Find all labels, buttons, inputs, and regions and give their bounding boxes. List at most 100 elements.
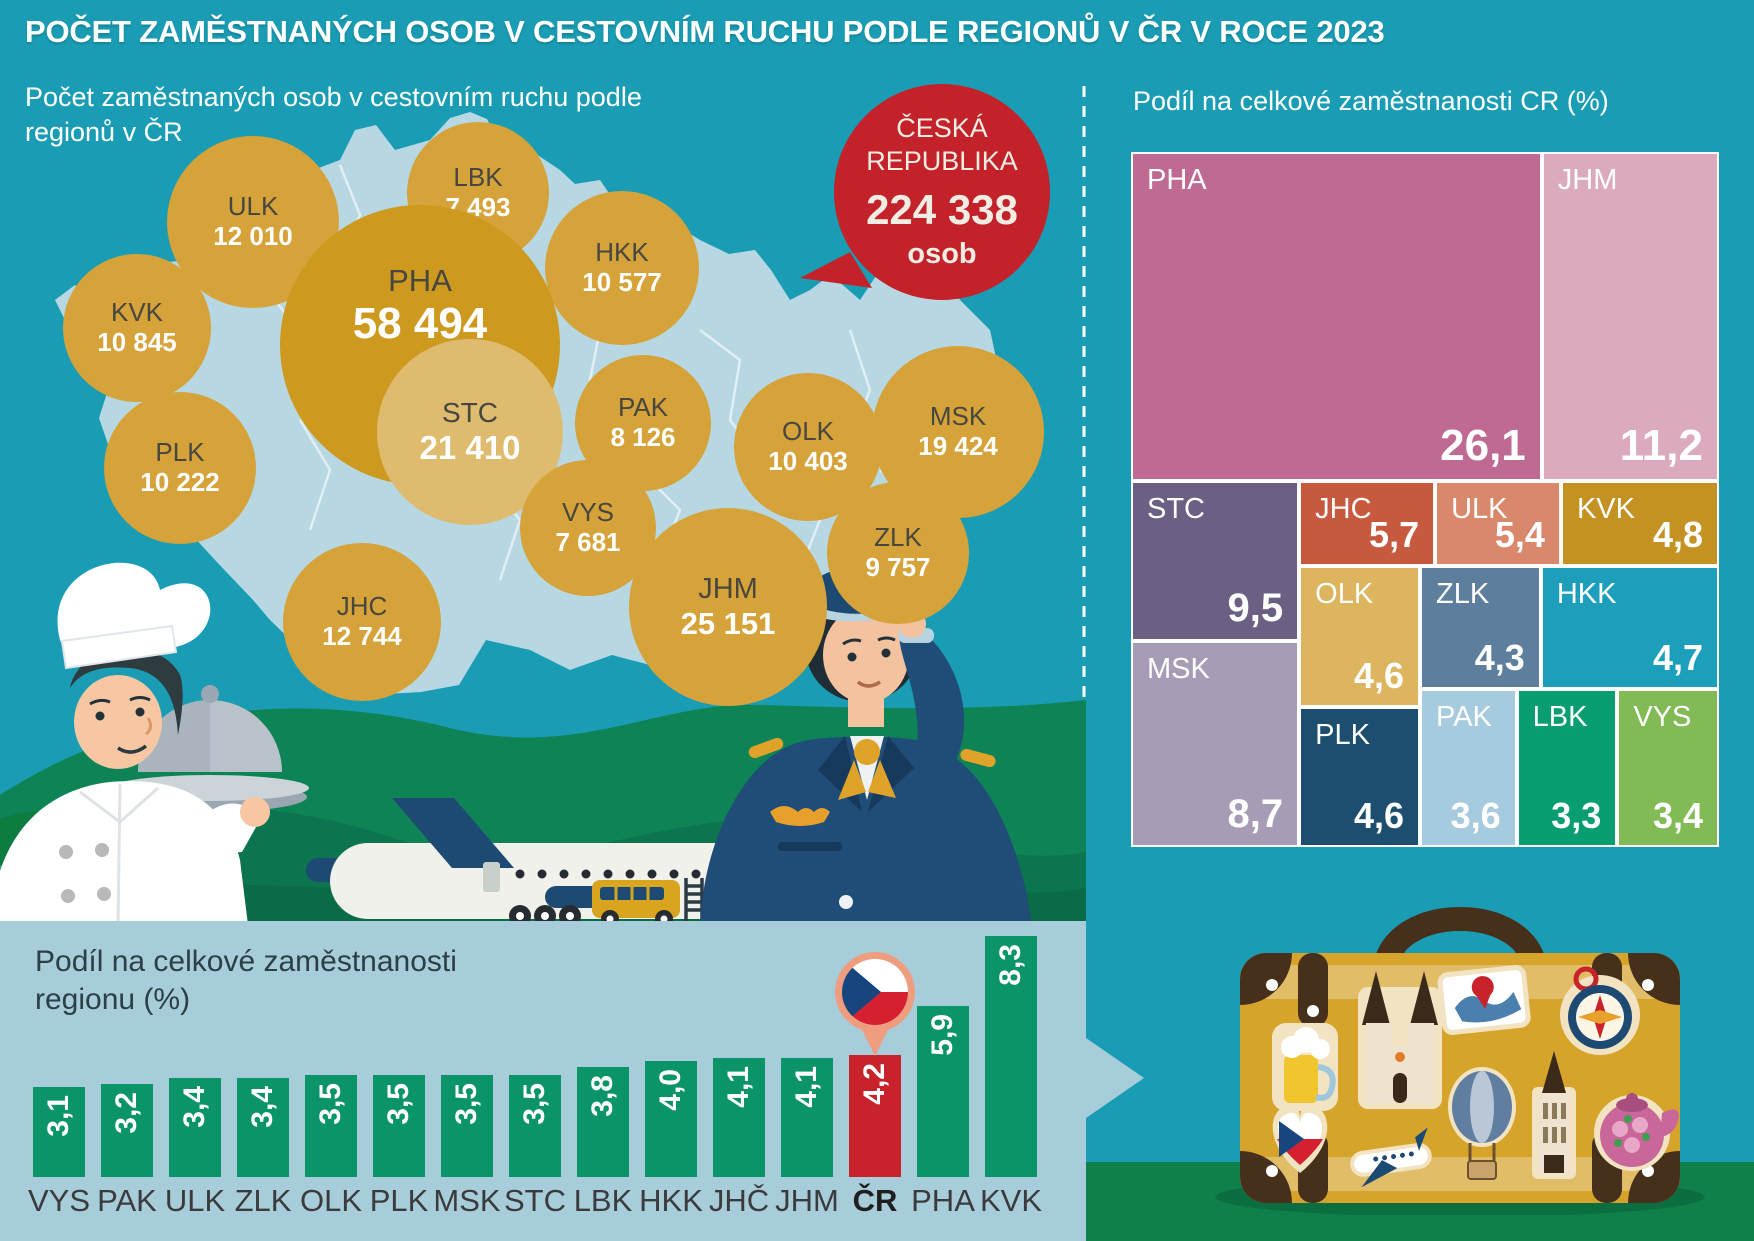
czech-heart-sticker-icon — [1272, 1105, 1328, 1173]
treemap-cell-value: 11,2 — [1619, 420, 1703, 470]
map-bubble-JHC: JHC 12 744 — [283, 543, 441, 701]
airplane-icon — [306, 798, 775, 928]
bar-label-JHČ: JHČ — [708, 1183, 770, 1218]
total-bubble-country-line2: REPUBLIKA — [866, 146, 1018, 176]
treemap-cell-code: ULK — [1451, 492, 1508, 525]
bar-value: 4,1 — [790, 1066, 823, 1108]
bar-label-OLK: OLK — [299, 1183, 363, 1218]
bubble-region-code: PHA — [388, 263, 452, 298]
treemap-cell-VYS: VYS 3,4 — [1617, 688, 1719, 847]
arrow-right-icon — [1086, 1038, 1144, 1118]
bubble-region-value: 10 222 — [140, 467, 220, 497]
map-subtitle-line1: Počet zaměstnaných osob v cestovním ruch… — [25, 82, 642, 112]
bar-label-MSK: MSK — [433, 1183, 501, 1218]
suitcase-icon — [1215, 907, 1705, 1215]
treemap-cell-code: JHM — [1557, 164, 1618, 196]
treemap-cell-code: STC — [1147, 492, 1205, 525]
treemap-cell-code: PAK — [1436, 700, 1492, 733]
bar-label-PLK: PLK — [369, 1183, 429, 1218]
map-bubble-ZLK: ZLK 9 757 — [827, 482, 969, 624]
barchart-title-line2: regionu (%) — [35, 983, 191, 1016]
map-sticker-icon — [1437, 965, 1531, 1035]
bar-HKK: 4,0 — [645, 1061, 697, 1177]
bar-label-PHA: PHA — [911, 1183, 975, 1218]
bar-VYS: 3,1 — [33, 1087, 85, 1177]
bar-label-KVK: KVK — [979, 1183, 1043, 1218]
bar-label-STC: STC — [504, 1183, 566, 1218]
map-bubble-VYS: VYS 7 681 — [520, 460, 656, 596]
bar-label-LBK: LBK — [573, 1183, 633, 1218]
bar-OLK: 3,5 — [305, 1075, 357, 1177]
treemap-cell-KVK: KVK 4,8 — [1560, 480, 1719, 567]
bubble-region-code: PAK — [617, 392, 669, 423]
treemap-cell-code: PLK — [1315, 718, 1370, 751]
treemap-cell-value: 8,7 — [1227, 791, 1284, 836]
treemap-cell-ZLK: ZLK 4,3 — [1420, 566, 1541, 689]
bubble-region-code: OLK — [781, 416, 835, 447]
treemap-cell-STC: STC 9,5 — [1131, 480, 1300, 642]
treemap-cell-value: 3,4 — [1652, 794, 1703, 836]
bar-KVK: 8,3 — [985, 936, 1037, 1177]
bar-label-ZLK: ZLK — [234, 1183, 292, 1218]
total-bubble-unit: osob — [907, 238, 977, 270]
treemap-cell-PHA: PHA 26,1 — [1131, 152, 1542, 481]
bar-value: 3,1 — [42, 1095, 75, 1137]
treemap-cell-code: JHC — [1315, 492, 1372, 525]
speech-bubble-icon — [800, 84, 1050, 300]
bar-label-VYS: VYS — [27, 1183, 91, 1218]
bar-MSK: 3,5 — [441, 1075, 493, 1177]
treemap-cell-value: 5,4 — [1494, 514, 1545, 556]
treemap-cell-value: 3,6 — [1450, 794, 1501, 836]
bar-value: 3,4 — [178, 1086, 211, 1128]
teapot-sticker-icon — [1594, 1093, 1679, 1171]
treemap-cell-value: 4,3 — [1474, 636, 1525, 678]
bar-value: 3,5 — [450, 1083, 483, 1125]
treemap-cell-value: 9,5 — [1227, 586, 1284, 631]
bubble-region-value: 12 744 — [322, 621, 402, 651]
tower-sticker-icon — [1532, 1051, 1576, 1179]
map-subtitle-line2: regionů v ČR — [25, 117, 183, 147]
church-sticker-icon — [1358, 971, 1442, 1109]
treemap-title: Podíl na celkové zaměstnanosti CR (%) — [1133, 86, 1609, 116]
bubble-region-code: STC — [442, 396, 498, 428]
barchart-title-line1: Podíl na celkové zaměstnanosti — [35, 945, 457, 978]
bar-value: 3,2 — [110, 1092, 143, 1134]
treemap-cell-PAK: PAK 3,6 — [1420, 688, 1517, 847]
bar-value: 3,5 — [314, 1083, 347, 1125]
bar-label-ULK: ULK — [164, 1183, 226, 1218]
bar-value: 4,2 — [858, 1063, 891, 1105]
bar-label-ČR: ČR — [852, 1183, 898, 1218]
balloon-sticker-icon — [1448, 1067, 1516, 1180]
treemap-cell-LBK: LBK 3,3 — [1516, 688, 1618, 847]
map-bubble-HKK: HKK 10 577 — [545, 191, 699, 345]
bubble-region-code: PLK — [155, 437, 205, 468]
bar-value: 4,0 — [654, 1069, 687, 1111]
map-bubble-KVK: KVK 10 845 — [63, 254, 211, 402]
bubble-region-code: KVK — [110, 297, 164, 328]
treemap-cell-JHC: JHC 5,7 — [1299, 480, 1436, 567]
total-bubble-country-line1: ČESKÁ — [896, 113, 988, 143]
map-subtitle: Počet zaměstnaných osob v cestovním ruch… — [25, 80, 642, 150]
bar-value: 3,4 — [246, 1086, 279, 1128]
treemap-cell-code: PHA — [1147, 164, 1207, 196]
bar-LBK: 3,8 — [577, 1067, 629, 1177]
bar-PLK: 3,5 — [373, 1075, 425, 1177]
map-bubble-PLK: PLK 10 222 — [104, 392, 256, 544]
bar-value: 8,3 — [994, 944, 1027, 986]
bar-JHČ: 4,1 — [713, 1058, 765, 1177]
treemap-cell-value: 4,7 — [1652, 636, 1703, 678]
bar-JHM: 4,1 — [781, 1058, 833, 1177]
treemap-cell-code: MSK — [1147, 653, 1210, 686]
treemap-cell-value: 4,8 — [1652, 514, 1703, 556]
treemap-cell-value: 5,7 — [1369, 514, 1420, 556]
bar-value: 3,8 — [586, 1075, 619, 1117]
total-bubble-value: 224 338 — [866, 186, 1018, 233]
treemap-cell-code: KVK — [1576, 492, 1635, 525]
bubble-region-code: LBK — [453, 162, 503, 193]
treemap-cell-code: VYS — [1633, 700, 1692, 733]
treemap-cell-JHM: JHM 11,2 — [1541, 152, 1719, 481]
beer-sticker-icon — [1272, 1023, 1338, 1111]
compass-sticker-icon — [1560, 966, 1640, 1055]
bar-label-PAK: PAK — [97, 1183, 157, 1218]
